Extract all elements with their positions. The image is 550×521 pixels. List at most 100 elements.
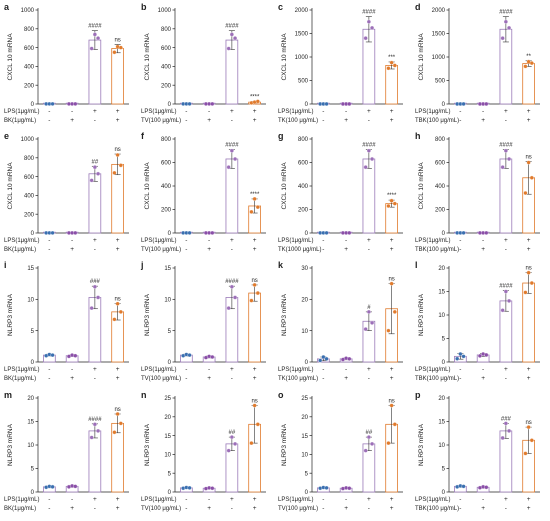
lps-sign: - (208, 108, 210, 115)
lps-sign: - (322, 237, 324, 244)
significance-label: ## (366, 430, 373, 436)
data-point (507, 25, 512, 30)
y-tick-label: 1500 (295, 32, 309, 38)
lps-sign: + (367, 496, 371, 503)
data-point (386, 203, 391, 209)
treatment-sign: + (344, 505, 348, 512)
bar (88, 173, 102, 234)
treatment-sign: - (231, 375, 233, 382)
treatment-sign: - (185, 117, 187, 124)
significance-label: *** (388, 55, 396, 61)
data-point (233, 295, 238, 300)
y-tick-label: 0 (305, 231, 309, 237)
y-tick-label: 800 (161, 137, 172, 143)
data-point (386, 66, 391, 71)
lps-sign: + (253, 237, 257, 244)
lps-sign: + (116, 108, 120, 115)
lps-sign: - (322, 496, 324, 503)
data-point (507, 156, 512, 162)
data-point (484, 101, 489, 107)
y-tick-label: 5 (31, 329, 35, 335)
data-point (255, 205, 260, 210)
significance-label: #### (362, 10, 376, 16)
treatment-sign: + (481, 117, 485, 124)
y-tick-label: 0 (168, 490, 172, 496)
y-tick-label: 600 (24, 46, 35, 52)
significance-label: ns (114, 147, 120, 153)
y-tick-label: 5 (168, 329, 172, 335)
data-point (112, 317, 117, 322)
data-point (461, 354, 466, 359)
lps-sign: - (185, 496, 187, 503)
y-axis-label: CXCL 10 mRNA (7, 162, 14, 210)
panel-h: h CXCL 10 mRNA 0 200 400 600 800 - - - + #### + - ns + +… (415, 131, 540, 253)
treatment-row-label: BK(1μg/mL) (4, 506, 36, 512)
treatment-row-label: TK(100 μg/mL) (278, 118, 318, 124)
y-axis-label: NLRP3 mRNA (281, 293, 288, 336)
treatment-sign: + (253, 375, 257, 382)
lps-row-label: LPS(1μg/mL) (415, 109, 450, 115)
bar (499, 430, 513, 493)
y-tick-label: 15 (164, 266, 171, 272)
panel-l: l NLRP3 mRNA 0 5 10 15 20 - - - + #### + - ns + + LPS(1μg… (415, 260, 540, 382)
y-axis-label: CXCL 10 mRNA (281, 162, 288, 210)
lps-row-label: LPS(1μg/mL) (141, 367, 176, 373)
lps-row-label: LPS(1μg/mL) (278, 497, 313, 503)
data-point (526, 160, 531, 165)
panel-letter: e (4, 131, 9, 141)
y-tick-label: 400 (298, 184, 309, 190)
panel-letter: c (278, 2, 283, 12)
treatment-sign: + (207, 246, 211, 253)
treatment-sign: - (48, 117, 50, 124)
significance-label: ns (251, 399, 257, 405)
y-tick-label: 0 (305, 360, 309, 366)
bar (499, 158, 513, 234)
lps-sign: + (93, 237, 97, 244)
data-point (324, 356, 329, 361)
data-point (363, 448, 368, 453)
y-tick-label: 25 (301, 396, 308, 402)
panel-d: d CXCL 10 mRNA 0 500 1000 1500 2000 - - - + #### + - *… (415, 2, 540, 124)
treatment-sign: + (207, 505, 211, 512)
panel-i: i NLRP3 mRNA 0 5 10 15 - - - + ### + - ns + + LPS(1μg/mL… (4, 260, 129, 382)
data-point (249, 441, 254, 446)
data-point (249, 209, 254, 214)
treatment-row-label: BK(1μg/mL) (4, 118, 36, 124)
y-tick-label: 5 (442, 337, 446, 343)
y-tick-label: 500 (298, 79, 309, 85)
lps-sign: - (482, 366, 484, 373)
lps-sign: + (527, 496, 531, 503)
treatment-sign: - (185, 505, 187, 512)
data-point (255, 291, 260, 296)
data-point (529, 280, 534, 286)
y-tick-label: 0 (305, 102, 309, 108)
treatment-row-label: TK(1000 μg/mL) (278, 247, 321, 253)
data-point (92, 165, 97, 170)
treatment-sign: + (527, 505, 531, 512)
lps-sign: + (390, 496, 394, 503)
lps-row-label: LPS(1μg/mL) (4, 109, 39, 115)
panel-a: a CXCL 10 mRNA 0 200 400 600 800 1000 - - - + #### + -… (4, 2, 129, 124)
data-point (115, 301, 120, 306)
y-tick-label: 1000 (21, 137, 35, 143)
y-tick-label: 15 (438, 420, 445, 426)
data-point (523, 451, 528, 456)
data-point (389, 198, 394, 203)
data-point (210, 101, 215, 106)
panel-k: k NLRP3 mRNA 0 10 20 30 - - - + # + - ns + + LPS(1μg/mL)… (278, 260, 403, 382)
y-tick-label: 600 (161, 46, 172, 52)
lps-sign: - (208, 237, 210, 244)
panel-letter: k (278, 260, 284, 270)
significance-label: #### (225, 143, 239, 149)
lps-sign: + (230, 108, 234, 115)
lps-sign: + (527, 366, 531, 373)
data-point (187, 353, 192, 358)
lps-sign: + (504, 108, 508, 115)
y-tick-label: 200 (298, 208, 309, 214)
lps-sign: - (71, 108, 73, 115)
significance-label: ns (525, 154, 531, 160)
significance-label: ns (388, 399, 394, 405)
y-tick-label: 5 (442, 467, 446, 473)
y-tick-label: 0 (168, 231, 172, 237)
y-tick-label: 0 (305, 490, 309, 496)
